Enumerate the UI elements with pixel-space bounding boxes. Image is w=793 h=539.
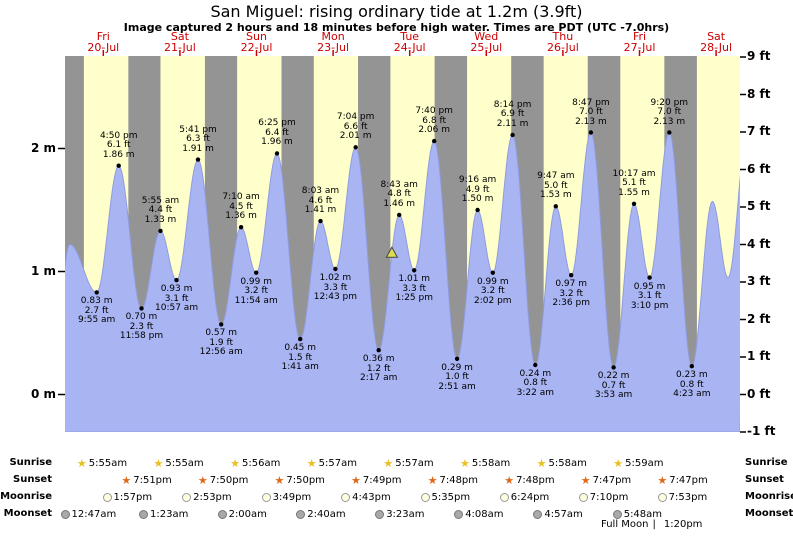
tide-point-dot [611, 365, 616, 370]
tide-point-dot [689, 364, 694, 369]
tide-point-dot [553, 204, 558, 209]
tide-point-dot [238, 225, 244, 230]
tide-point-dot [376, 348, 381, 353]
tide-point-dot [397, 212, 402, 218]
tide-point-dot [254, 270, 259, 275]
tide-point-dot [158, 228, 163, 234]
tide-point-dot [353, 145, 358, 150]
tide-point-dot [219, 322, 224, 327]
page-title: San Miguel: rising ordinary tide at 1.2m… [210, 2, 583, 21]
tide-point-dot [412, 268, 417, 273]
tide-point-dot [647, 275, 652, 280]
capture-note: Image captured 2 hours and 18 minutes be… [123, 21, 670, 34]
tide-point-dot [432, 138, 437, 144]
current-time-marker-icon [385, 246, 399, 258]
tide-point-dot [490, 270, 495, 275]
plot-area [65, 56, 740, 432]
tide-point-dot [533, 362, 538, 368]
tide-point-dot [116, 163, 121, 168]
tide-point-dot [195, 157, 201, 162]
tide-point-dot [454, 356, 460, 361]
tide-point-dot [318, 218, 323, 224]
tide-point-dot [588, 130, 594, 135]
tide-point-dot [298, 336, 303, 342]
tide-point-dot [274, 151, 280, 156]
tide-point-dot [94, 290, 99, 295]
tide-point-dot [631, 201, 637, 206]
tide-point-dot [510, 132, 515, 138]
tide-point-dot [475, 207, 480, 213]
tide-point-dot [174, 277, 179, 283]
tide-point-dot [139, 306, 144, 311]
tide-point-dot [333, 266, 338, 272]
tide-point-dot [569, 273, 574, 278]
tide-area [65, 131, 740, 432]
tide-point-dot [667, 130, 672, 135]
